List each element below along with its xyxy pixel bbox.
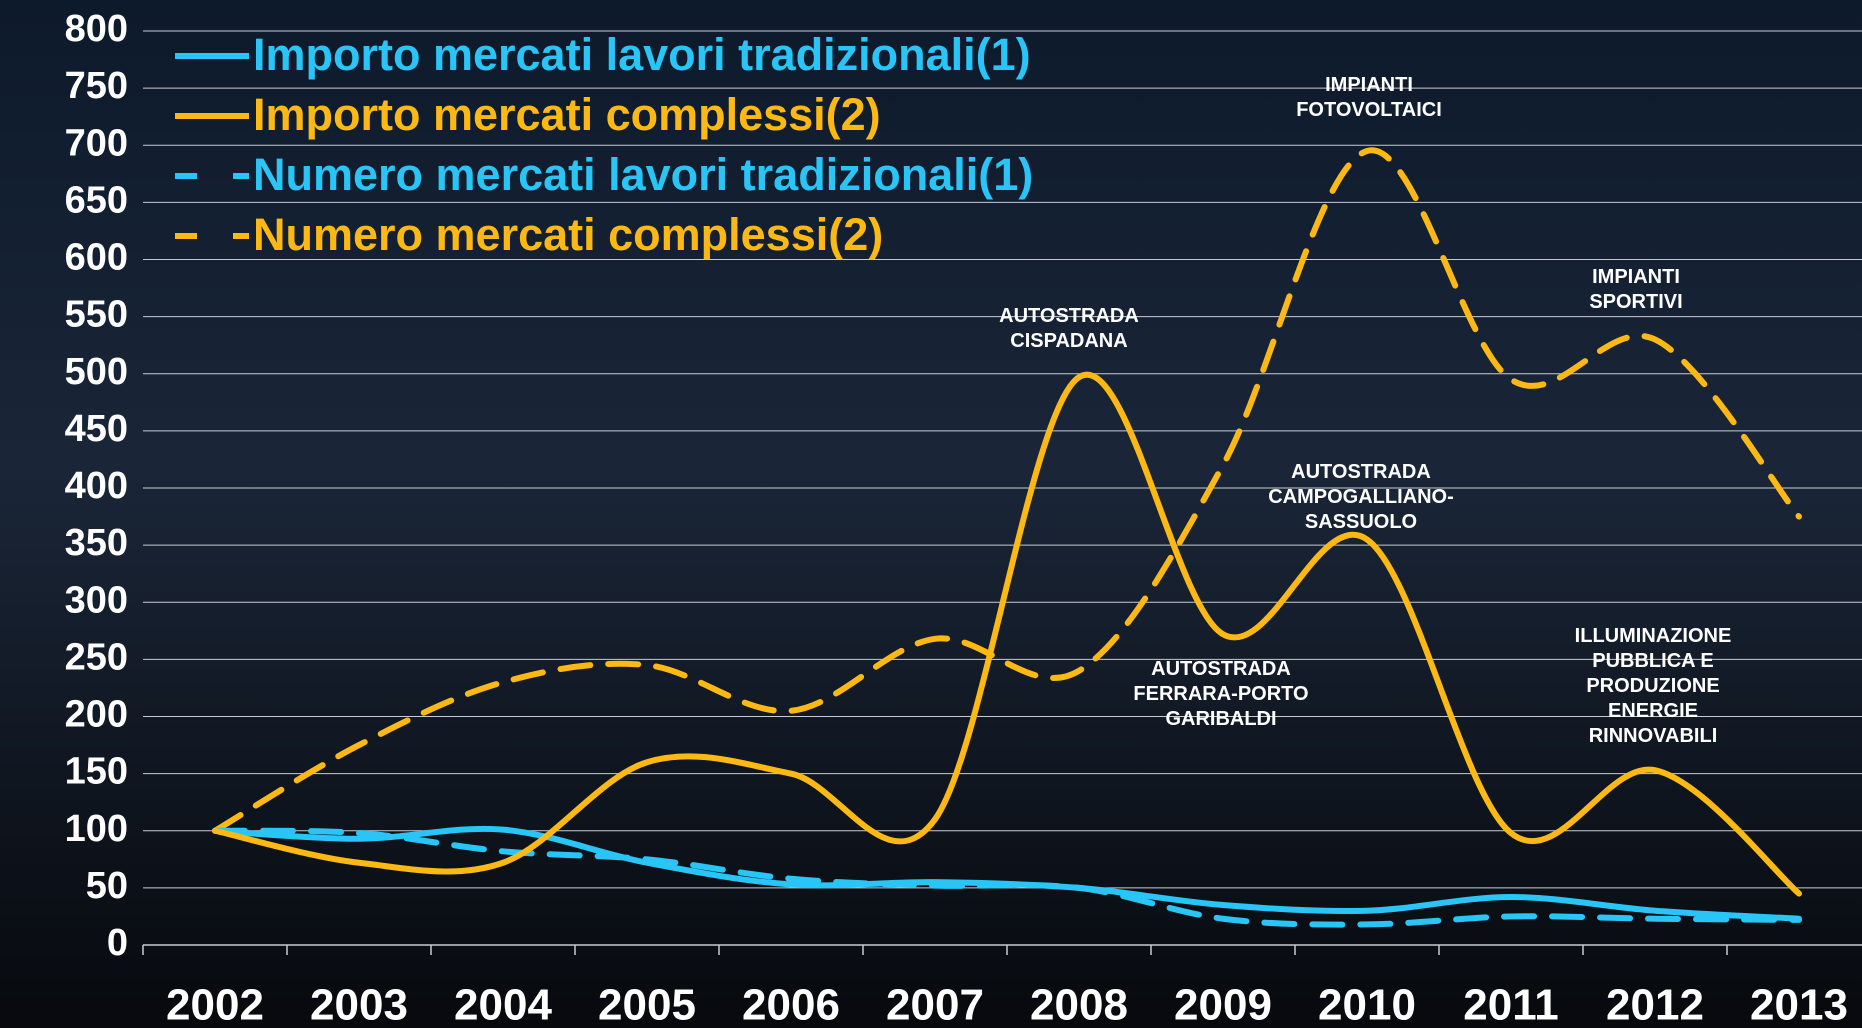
annotation-line: AUTOSTRADA [1291, 461, 1431, 483]
annotation-line: IMPIANTI [1592, 266, 1680, 288]
y-tick-label: 250 [65, 636, 128, 678]
annotation-line: SPORTIVI [1589, 291, 1682, 313]
y-tick-label: 550 [65, 294, 128, 336]
y-tick-label: 600 [65, 237, 128, 279]
y-tick-label: 400 [65, 465, 128, 507]
legend-label: Numero mercati complessi(2) [253, 209, 883, 260]
annotation-line: AUTOSTRADA [1151, 658, 1291, 680]
annotation-line: ENERGIE [1608, 700, 1698, 722]
annotation: AUTOSTRADA CISPADANA [999, 305, 1139, 352]
series-line [212, 825, 1802, 922]
legend-label: Importo mercati complessi(2) [253, 89, 881, 140]
legend-label: Importo mercati lavori tradizionali(1) [253, 29, 1031, 80]
x-tick-label: 2007 [886, 981, 984, 1028]
x-tick-label: 2013 [1750, 981, 1848, 1028]
annotation: ILLUMINAZIONE PUBBLICA E PRODUZIONE ENERGIE… [1575, 625, 1732, 747]
y-tick-label: 450 [65, 408, 128, 450]
x-tick-label: 2005 [598, 981, 696, 1028]
y-tick-label: 350 [65, 522, 128, 564]
y-tick-label: 0 [107, 922, 128, 964]
annotation: AUTOSTRADA FERRARA-PORTO GARIBALDI [1133, 658, 1308, 730]
annotation-line: CISPADANA [1010, 330, 1127, 352]
annotation: IMPIANTI FOTOVOLTAICI [1296, 74, 1442, 121]
legend-label: Numero mercati lavori tradizionali(1) [253, 149, 1033, 200]
y-tick-label: 50 [86, 865, 128, 907]
annotation-line: FOTOVOLTAICI [1296, 99, 1442, 121]
x-tick-label: 2008 [1030, 981, 1128, 1028]
annotation-line: RINNOVABILI [1589, 725, 1718, 747]
annotation-line: AUTOSTRADA [999, 305, 1139, 327]
series-line [212, 147, 1802, 834]
x-tick-label: 2012 [1606, 981, 1704, 1028]
annotation-line: IMPIANTI [1325, 74, 1413, 96]
x-tick-label: 2004 [454, 981, 552, 1028]
annotation: AUTOSTRADA CAMPOGALLIANO- SASSUOLO [1268, 461, 1454, 533]
x-tick-label: 2010 [1318, 981, 1416, 1028]
y-tick-label: 800 [65, 8, 128, 50]
y-tick-label: 300 [65, 579, 128, 621]
y-tick-label: 700 [65, 122, 128, 164]
x-tick-label: 2006 [742, 981, 840, 1028]
annotation-line: ILLUMINAZIONE [1575, 625, 1732, 647]
x-tick-label: 2011 [1463, 981, 1558, 1028]
y-tick-label: 200 [65, 694, 128, 736]
x-tick-label: 2009 [1174, 981, 1272, 1028]
annotation-line: PUBBLICA E [1592, 650, 1713, 672]
series-line [212, 371, 1802, 897]
x-tick-label: 2002 [166, 981, 264, 1028]
annotation-line: PRODUZIONE [1586, 675, 1719, 697]
y-tick-label: 500 [65, 351, 128, 393]
annotation-line: SASSUOLO [1305, 511, 1417, 533]
annotation-line: CAMPOGALLIANO- [1268, 486, 1454, 508]
annotation-line: FERRARA-PORTO [1133, 683, 1308, 705]
y-tick-label: 100 [65, 808, 128, 850]
x-tick-label: 2003 [310, 981, 408, 1028]
annotation-line: GARIBALDI [1165, 708, 1276, 730]
y-tick-label: 150 [65, 751, 128, 793]
y-tick-label: 750 [65, 65, 128, 107]
y-tick-label: 650 [65, 179, 128, 221]
annotation: IMPIANTI SPORTIVI [1589, 266, 1682, 313]
